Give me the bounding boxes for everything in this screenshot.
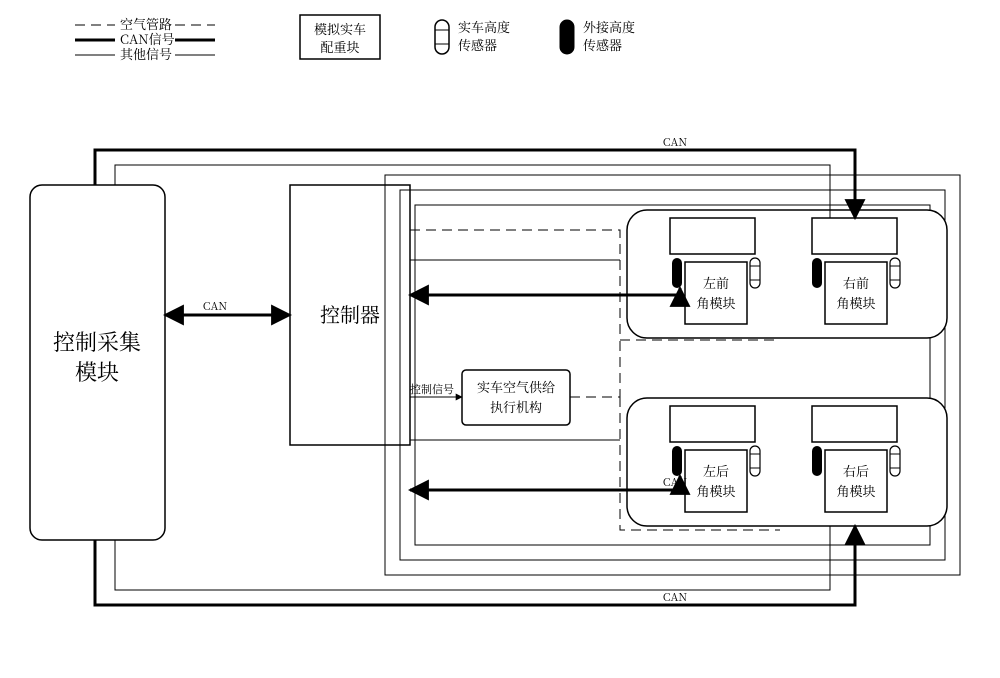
can-outer-label: CAN [663, 134, 687, 150]
node-lr-l2: 角模块 [696, 481, 735, 500]
can-lower [95, 526, 855, 605]
legend-sensor-white-icon [435, 20, 449, 54]
legend-sensor-white-l2: 传感器 [458, 35, 497, 54]
node-rr-l2: 角模块 [836, 481, 875, 500]
weight-rf [812, 218, 897, 254]
can-lower-label: CAN [663, 589, 687, 605]
sensor-white-rf [890, 258, 900, 288]
edge-ctrl-signal-label: 控制信号 [410, 381, 454, 397]
weight-lr [670, 406, 755, 442]
node-air-l1: 实车空气供给 [477, 377, 555, 396]
legend: 空气管路 CAN信号 其他信号 模拟实车 配重块 实车高度 传感器 外接高度 传… [75, 14, 635, 63]
node-air-l2: 执行机构 [490, 397, 542, 416]
can-mid-label: CAN [663, 474, 687, 490]
can-outer-top [95, 150, 855, 218]
node-acq-l1: 控制采集 [53, 326, 141, 357]
weight-rr [812, 406, 897, 442]
system-diagram: 空气管路 CAN信号 其他信号 模拟实车 配重块 实车高度 传感器 外接高度 传… [0, 0, 1000, 678]
sensor-black-rf [812, 258, 822, 288]
legend-other-label: 其他信号 [120, 44, 172, 63]
sensor-white-lr [750, 446, 760, 476]
node-rf-l2: 角模块 [836, 293, 875, 312]
edge-acq-ctrl-label: CAN [203, 298, 227, 314]
thin-lower-loop [115, 526, 830, 590]
sensor-white-lf [750, 258, 760, 288]
sensor-white-rr [890, 446, 900, 476]
sensor-black-rr [812, 446, 822, 476]
node-rr-l1: 右后 [843, 461, 869, 480]
node-rf-l1: 右前 [843, 273, 869, 292]
air-supply-branch [570, 340, 620, 397]
sensor-black-lr [672, 446, 682, 476]
weight-lf [670, 218, 755, 254]
node-lr-l1: 左后 [703, 461, 729, 480]
legend-sensor-black-l2: 传感器 [583, 35, 622, 54]
sensor-black-lf [672, 258, 682, 288]
node-lf-l1: 左前 [703, 273, 729, 292]
legend-weight-l1: 模拟实车 [314, 19, 366, 38]
legend-sensor-white-l1: 实车高度 [458, 17, 510, 36]
legend-weight-l2: 配重块 [320, 37, 359, 56]
node-lf-l2: 角模块 [696, 293, 735, 312]
legend-sensor-black-l1: 外接高度 [583, 17, 635, 36]
node-acq-l2: 模块 [75, 356, 119, 387]
node-ctrl-label: 控制器 [320, 299, 380, 328]
legend-sensor-black-icon [560, 20, 574, 54]
